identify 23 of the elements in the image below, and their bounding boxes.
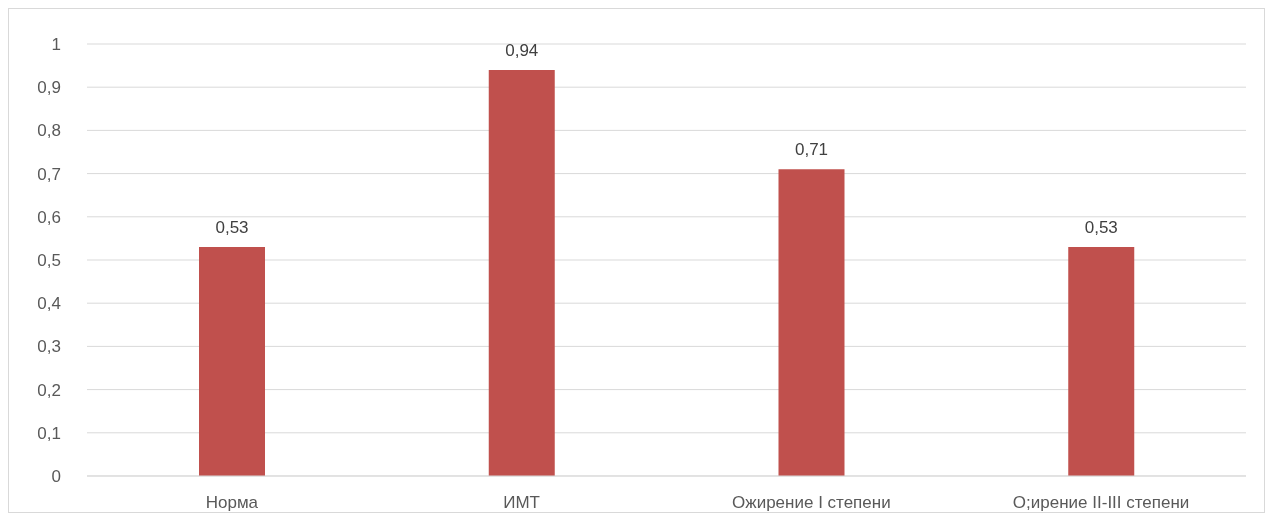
y-tick-label: 0,6 — [37, 207, 61, 227]
y-tick-label: 0,2 — [37, 380, 61, 400]
data-label: 0,53 — [1084, 218, 1118, 238]
y-tick-label: 0,1 — [37, 423, 61, 443]
y-tick-label: 1 — [51, 35, 61, 55]
y-tick-label: 0,3 — [37, 337, 61, 357]
bar — [1068, 247, 1135, 476]
bar — [199, 247, 265, 476]
bar — [488, 69, 555, 476]
y-tick-label: 0,5 — [37, 251, 61, 271]
x-tick-label: О;ирение II-III степени — [1012, 493, 1190, 513]
y-tick-label: 0,4 — [37, 294, 61, 314]
x-tick-label: Ожирение I степени — [732, 493, 891, 513]
y-tick-label: 0,8 — [37, 121, 61, 141]
x-tick-label: Норма — [205, 493, 259, 513]
data-label: 0,94 — [505, 40, 539, 60]
x-tick-label: ИМТ — [503, 493, 541, 513]
y-tick-label: 0,7 — [37, 164, 61, 184]
y-tick-label: 0 — [51, 467, 61, 487]
y-tick-label: 0,9 — [37, 78, 61, 98]
bar — [778, 169, 845, 476]
data-label: 0,53 — [215, 218, 249, 238]
data-label: 0,71 — [794, 140, 829, 160]
